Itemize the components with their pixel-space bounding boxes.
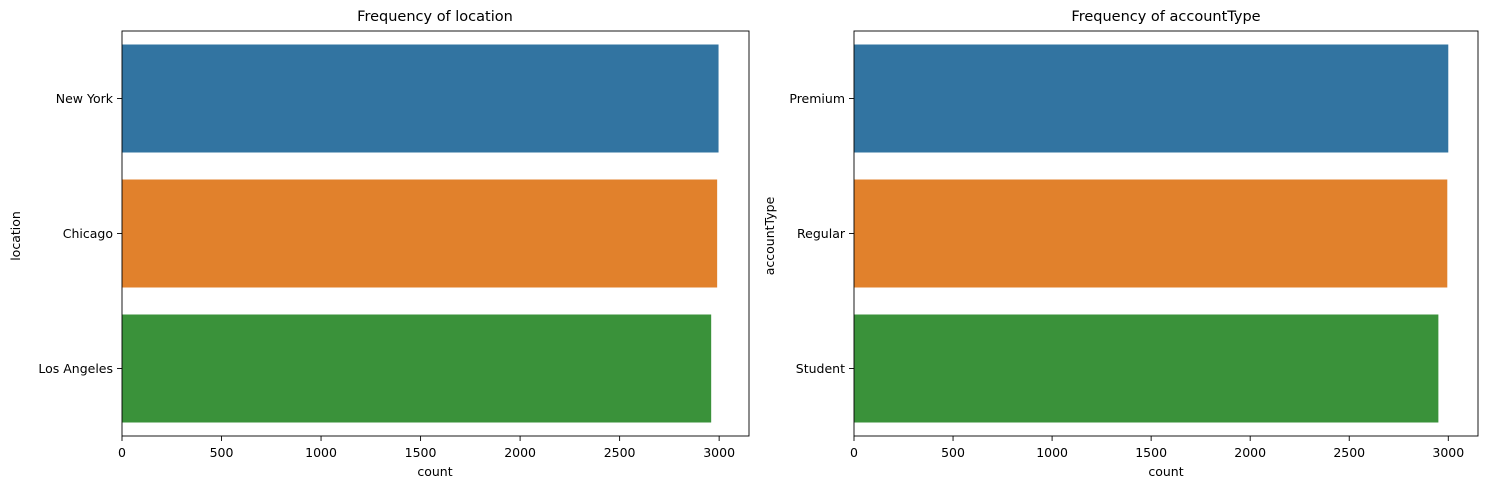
x-tick-label: 3000: [703, 445, 735, 460]
x-axis-label: count: [1148, 464, 1183, 479]
x-tick-label: 2500: [604, 445, 636, 460]
y-tick-label: Premium: [789, 91, 845, 106]
chart-location: Frequency of location count location New…: [8, 9, 750, 479]
bar-new-york: [122, 44, 719, 153]
y-tick-label: Regular: [797, 226, 846, 241]
x-axis-label: count: [417, 464, 452, 479]
x-tick-label: 2500: [1333, 445, 1365, 460]
chart-accounttype: Frequency of accountType count accountTy…: [762, 9, 1479, 479]
bar-regular: [854, 179, 1448, 288]
x-tick-label: 500: [941, 445, 965, 460]
chart-title: Frequency of accountType: [1071, 9, 1260, 25]
x-tick-label: 2000: [1234, 445, 1266, 460]
x-tick-label: 1000: [305, 445, 337, 460]
x-tick-label: 500: [210, 445, 234, 460]
y-tick-label: Chicago: [63, 226, 113, 241]
x-tick-label: 1000: [1036, 445, 1068, 460]
chart-title: Frequency of location: [357, 9, 513, 25]
plot-frame: [853, 30, 1479, 437]
x-tick-label: 1500: [1135, 445, 1167, 460]
y-tick-label: New York: [56, 91, 114, 106]
bar-student: [854, 314, 1439, 423]
x-tick-label: 3000: [1432, 445, 1464, 460]
y-axis-label: accountType: [762, 196, 777, 275]
x-tick-label: 1500: [405, 445, 437, 460]
plot-frame: [121, 30, 750, 437]
bar-los-angeles: [122, 314, 712, 423]
x-tick-label: 2000: [504, 445, 536, 460]
x-tick-label: 0: [850, 445, 858, 460]
bar-premium: [854, 44, 1449, 153]
y-tick-label: Los Angeles: [38, 361, 113, 376]
bar-chicago: [122, 179, 718, 288]
y-axis-label: location: [8, 211, 23, 261]
x-tick-label: 0: [118, 445, 126, 460]
y-tick-label: Student: [796, 361, 845, 376]
